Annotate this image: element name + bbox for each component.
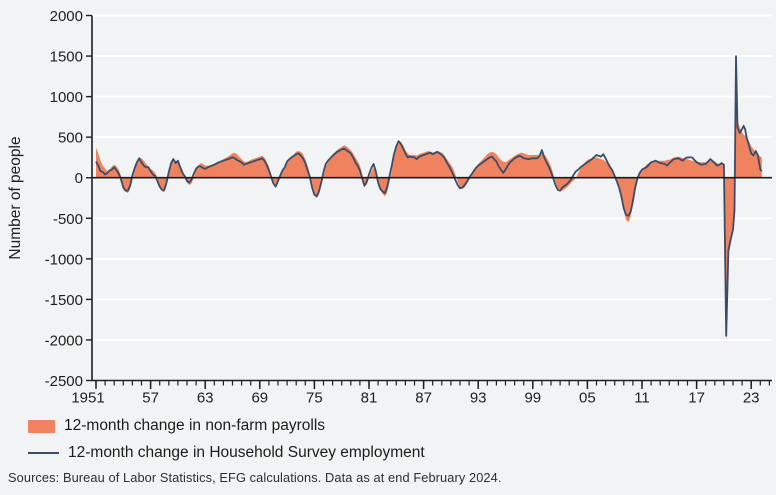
svg-text:-1000: -1000 [45,251,83,268]
svg-text:-2000: -2000 [45,332,83,349]
chart-canvas: 2000 1500 1000 500 0 -500 -1000 -1500 -2000 -2500… [7,8,772,407]
svg-text:500: 500 [58,130,83,147]
svg-text:1951: 1951 [71,390,104,407]
svg-text:69: 69 [251,390,268,407]
household-line-series [95,55,763,337]
employment-chart: 2000 1500 1000 500 0 -500 -1000 -1500 -2000 -2500… [7,8,772,407]
svg-text:-1500: -1500 [45,292,83,309]
svg-text:57: 57 [142,390,159,407]
svg-text:1000: 1000 [50,89,83,106]
svg-text:-500: -500 [53,211,83,228]
svg-text:0: 0 [75,170,83,187]
legend-item-household: 12-month change in Household Survey empl… [28,444,425,462]
svg-text:11: 11 [634,390,650,407]
x-axis: 1951 57 63 69 75 81 87 93 99 05 11 17 23 [71,380,771,407]
payrolls-area-swatch-icon [28,419,55,433]
source-note: Sources: Bureau of Labor Statistics, EFG… [8,470,502,485]
svg-text:05: 05 [579,390,596,407]
svg-text:1500: 1500 [50,49,83,66]
payrolls-area-series [96,116,762,345]
svg-text:99: 99 [524,390,541,407]
svg-text:23: 23 [743,390,760,407]
legend-item-payrolls: 12-month change in non-farm payrolls [28,417,325,435]
svg-text:81: 81 [361,390,378,407]
svg-text:93: 93 [470,390,487,407]
household-legend-label: 12-month change in Household Survey empl… [68,444,425,461]
svg-text:17: 17 [688,390,705,407]
svg-text:-2500: -2500 [45,373,83,390]
svg-text:2000: 2000 [50,8,83,25]
svg-text:87: 87 [415,390,432,407]
svg-text:63: 63 [197,390,214,407]
payrolls-legend-label: 12-month change in non-farm payrolls [64,417,326,434]
y-axis-title: Number of people [7,136,24,259]
axes [91,15,772,382]
household-line-swatch-icon [28,452,59,454]
svg-text:75: 75 [306,390,323,407]
y-axis: 2000 1500 1000 500 0 -500 -1000 -1500 -2000 -2500 [45,8,92,390]
